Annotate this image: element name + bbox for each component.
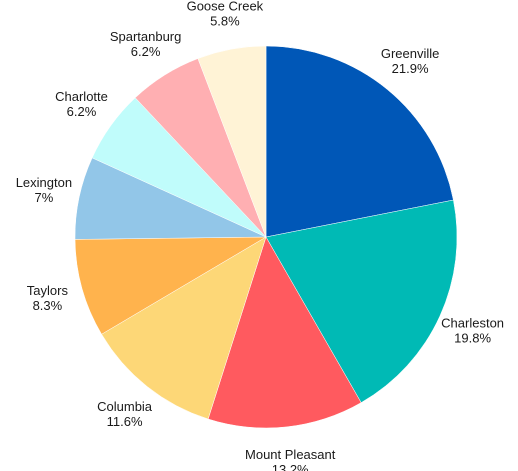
pie-slice-columbia <box>101 236 267 420</box>
slice-label-spartanburg: Spartanburg <box>110 29 182 44</box>
slice-label-greenville: Greenville <box>381 46 440 61</box>
pie-slice-mount-pleasant <box>207 236 362 429</box>
pie-slice-greenville <box>265 45 454 238</box>
slice-value-charlotte: 6.2% <box>67 104 97 119</box>
slice-label-columbia: Columbia <box>97 399 153 414</box>
slice-value-mount-pleasant: 13.2% <box>272 462 309 471</box>
slice-value-columbia: 11.6% <box>107 414 143 429</box>
slice-label-mount-pleasant: Mount Pleasant <box>245 447 336 462</box>
pie-slice-goose-creek <box>197 45 267 238</box>
slice-label-lexington: Lexington <box>16 175 72 190</box>
slice-label-goose-creek: Goose Creek <box>187 0 264 13</box>
pie-slices <box>74 45 458 429</box>
slice-value-goose-creek: 5.8% <box>210 13 240 28</box>
pie-slice-taylors <box>74 236 267 335</box>
slice-label-charleston: Charleston <box>441 316 504 331</box>
slice-value-taylors: 8.3% <box>33 298 63 313</box>
slice-value-lexington: 7% <box>35 190 54 205</box>
slice-label-taylors: Taylors <box>27 283 69 298</box>
slice-value-greenville: 21.9% <box>392 61 429 76</box>
pie-slice-charleston <box>265 199 458 403</box>
slice-label-charlotte: Charlotte <box>55 89 108 104</box>
slice-value-charleston: 19.8% <box>454 331 491 346</box>
slice-value-spartanburg: 6.2% <box>131 44 161 59</box>
